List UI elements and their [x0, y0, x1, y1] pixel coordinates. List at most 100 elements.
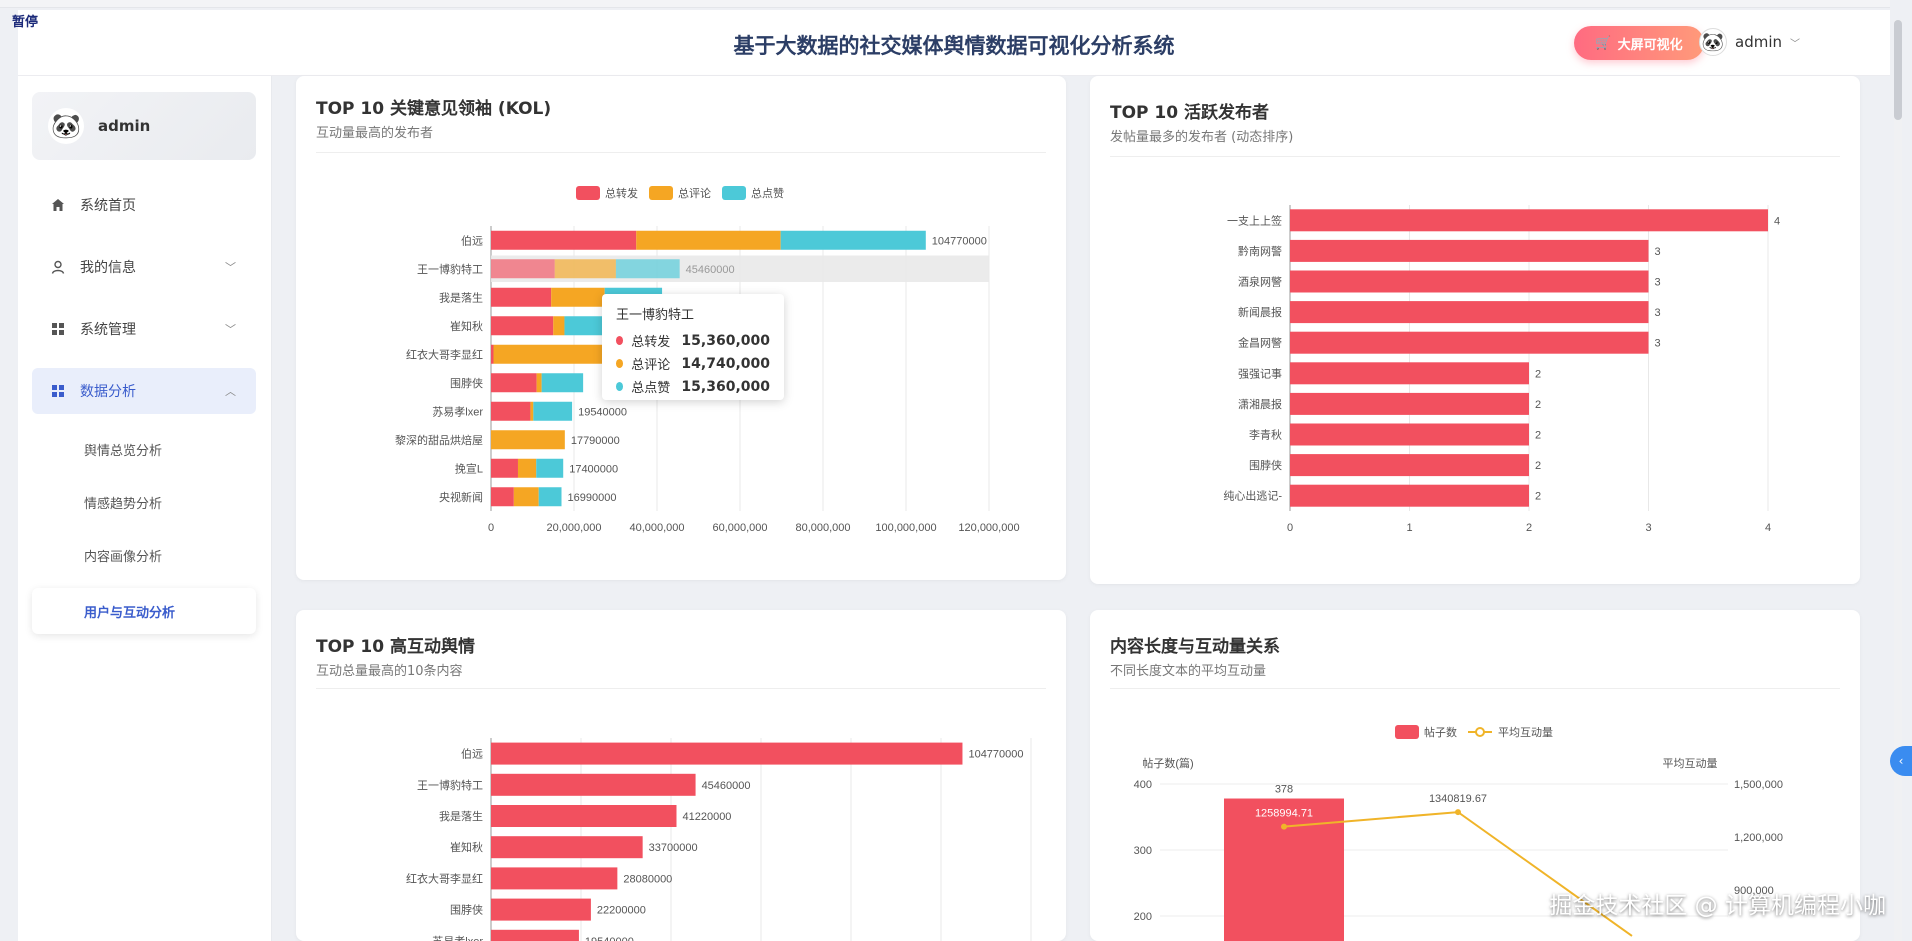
y2-tick-label: 1,500,000 — [1734, 779, 1783, 791]
bar — [1290, 362, 1529, 385]
x-tick-label: 20,000,000 — [546, 522, 601, 534]
sidebar-subitem-overview[interactable]: 舆情总览分析 — [32, 426, 256, 472]
collapse-tab[interactable]: ‹ — [1890, 746, 1912, 776]
x-tick-label: 1 — [1406, 522, 1412, 534]
category-label: 纯心出逃记- — [1223, 489, 1282, 503]
category-label: 我是落生 — [439, 809, 483, 823]
data-label: 3 — [1655, 277, 1661, 289]
browser-top-strip — [0, 0, 1890, 8]
sidebar-subitem-label: 内容画像分析 — [84, 549, 163, 565]
legend-label: 帖子数 — [1424, 726, 1457, 739]
bar — [491, 836, 643, 859]
sidebar-item-my-info[interactable]: 我的信息 ﹀ — [32, 244, 256, 290]
header-user-menu[interactable]: 🐼 admin ﹀ — [1699, 28, 1800, 56]
bar-segment — [491, 344, 494, 364]
data-label: 3 — [1655, 338, 1661, 350]
scrollbar-thumb[interactable] — [1894, 20, 1902, 120]
card-subtitle: 互动量最高的发布者 — [316, 126, 434, 141]
sidebar-subitem-content[interactable]: 内容画像分析 — [32, 532, 256, 578]
category-label: 酒泉网警 — [1238, 275, 1282, 289]
bar-segment — [491, 373, 537, 393]
data-label: 33700000 — [649, 842, 698, 854]
category-label: 我是落生 — [439, 290, 483, 304]
grid-icon — [50, 383, 66, 399]
data-label: 3 — [1655, 307, 1661, 319]
card-divider — [1110, 688, 1840, 689]
bar-segment — [780, 230, 926, 250]
card-title: 内容长度与互动量关系 — [1110, 637, 1280, 657]
category-label: 王一博豹特工 — [417, 778, 483, 792]
x-tick-label: 0 — [488, 522, 494, 534]
pause-label: 暂停 — [12, 15, 39, 30]
bar-segment — [493, 344, 608, 364]
data-label: 104770000 — [932, 235, 987, 247]
y2-axis-title: 平均互动量 — [1663, 757, 1718, 770]
tooltip-label: 总评论 — [631, 358, 671, 373]
category-label: 红衣大哥李显红 — [406, 871, 483, 885]
category-label: 围脖侠 — [1249, 459, 1282, 472]
card-divider — [316, 152, 1046, 153]
legend-label: 平均互动量 — [1498, 726, 1553, 739]
bar-segment — [551, 287, 605, 307]
bar — [1290, 239, 1649, 262]
bar-segment — [491, 487, 514, 507]
chevron-down-icon: ﹀ — [225, 261, 236, 274]
data-label: 45460000 — [686, 264, 735, 276]
data-label: 19540000 — [578, 406, 627, 418]
active-chart: 0 1 2 3 4 一支上上签 4 黔南网警 3 酒泉网警 3 新闻晨报 3 金昌网警 3 强强记事 2 潇湘晨报… — [1223, 205, 1780, 534]
bar — [491, 867, 618, 890]
bar-segment — [491, 230, 637, 250]
tooltip-value: 15,360,000 — [681, 332, 770, 349]
engage-chart: 伯远 104770000 王一博豹特工 45460000 我是落生 41220000 崔知秋… — [406, 738, 1032, 941]
data-label: 1258994.71 — [1255, 808, 1313, 820]
card-divider — [316, 688, 1046, 689]
bar — [491, 742, 963, 765]
data-label: 19540000 — [585, 936, 634, 941]
card-subtitle: 不同长度文本的平均互动量 — [1110, 664, 1267, 679]
sidebar-item-home[interactable]: 系统首页 — [32, 182, 256, 228]
legend-label: 总评论 — [678, 186, 711, 200]
bar — [1290, 301, 1649, 324]
data-label: 2 — [1535, 368, 1541, 380]
sidebar-item-system-admin[interactable]: 系统管理 ﹀ — [32, 306, 256, 352]
category-label: 苏易孝lxer — [432, 935, 483, 941]
bigscreen-button[interactable]: 🛒 大屏可视化 — [1574, 26, 1704, 60]
grid-icon — [50, 321, 66, 337]
bar — [491, 805, 677, 827]
category-label: 新闻晨报 — [1238, 305, 1282, 319]
series-dot — [616, 359, 624, 368]
bar-segment — [541, 373, 584, 393]
bar-segment — [530, 401, 534, 421]
sidebar-subitem-sentiment[interactable]: 情感趋势分析 — [32, 479, 256, 525]
y-axis-title: 帖子数(篇) — [1142, 756, 1193, 770]
bar-segment — [491, 430, 565, 450]
category-label: 央视新闻 — [439, 490, 483, 504]
data-label: 104770000 — [968, 749, 1023, 761]
data-label: 17790000 — [571, 435, 620, 447]
x-tick-label: 60,000,000 — [712, 522, 767, 534]
data-label: 22200000 — [597, 905, 646, 917]
tooltip-title: 王一博豹特工 — [616, 308, 695, 323]
y-tick-label: 300 — [1134, 845, 1152, 857]
bar-segment — [491, 401, 531, 421]
sidebar-item-label: 系统管理 — [80, 322, 136, 338]
bar — [491, 898, 591, 921]
length-card: 帖子数 平均互动量 帖子数(篇) 平均互动量 400 300 200 1,500,000 1,2… — [1090, 610, 1860, 941]
sidebar-subitem-label: 舆情总览分析 — [84, 443, 163, 459]
scrollbar-track[interactable] — [1894, 20, 1902, 941]
x-tick-label: 0 — [1287, 522, 1293, 534]
x-tick-label: 40,000,000 — [629, 522, 684, 534]
category-label: 挽宣L — [455, 461, 483, 475]
sidebar-subitem-user-interaction[interactable]: 用户与互动分析 — [32, 588, 256, 634]
sidebar-item-data-analysis[interactable]: 数据分析 ︿ — [32, 368, 256, 414]
category-label: 黔南网警 — [1238, 244, 1282, 258]
bar — [1290, 209, 1768, 232]
category-label: 金昌网警 — [1238, 336, 1282, 350]
data-label: 1340819.67 — [1429, 793, 1487, 805]
bar-segment — [491, 259, 555, 279]
category-label: 潇湘晨报 — [1238, 397, 1282, 411]
bar-segment — [533, 401, 573, 421]
sidebar: 🐼 admin 系统首页 我的信息 ﹀ 系统管理 ﹀ 数据分析 ︿ 舆情总览分析… — [18, 76, 272, 941]
legend-marker — [1475, 727, 1485, 737]
